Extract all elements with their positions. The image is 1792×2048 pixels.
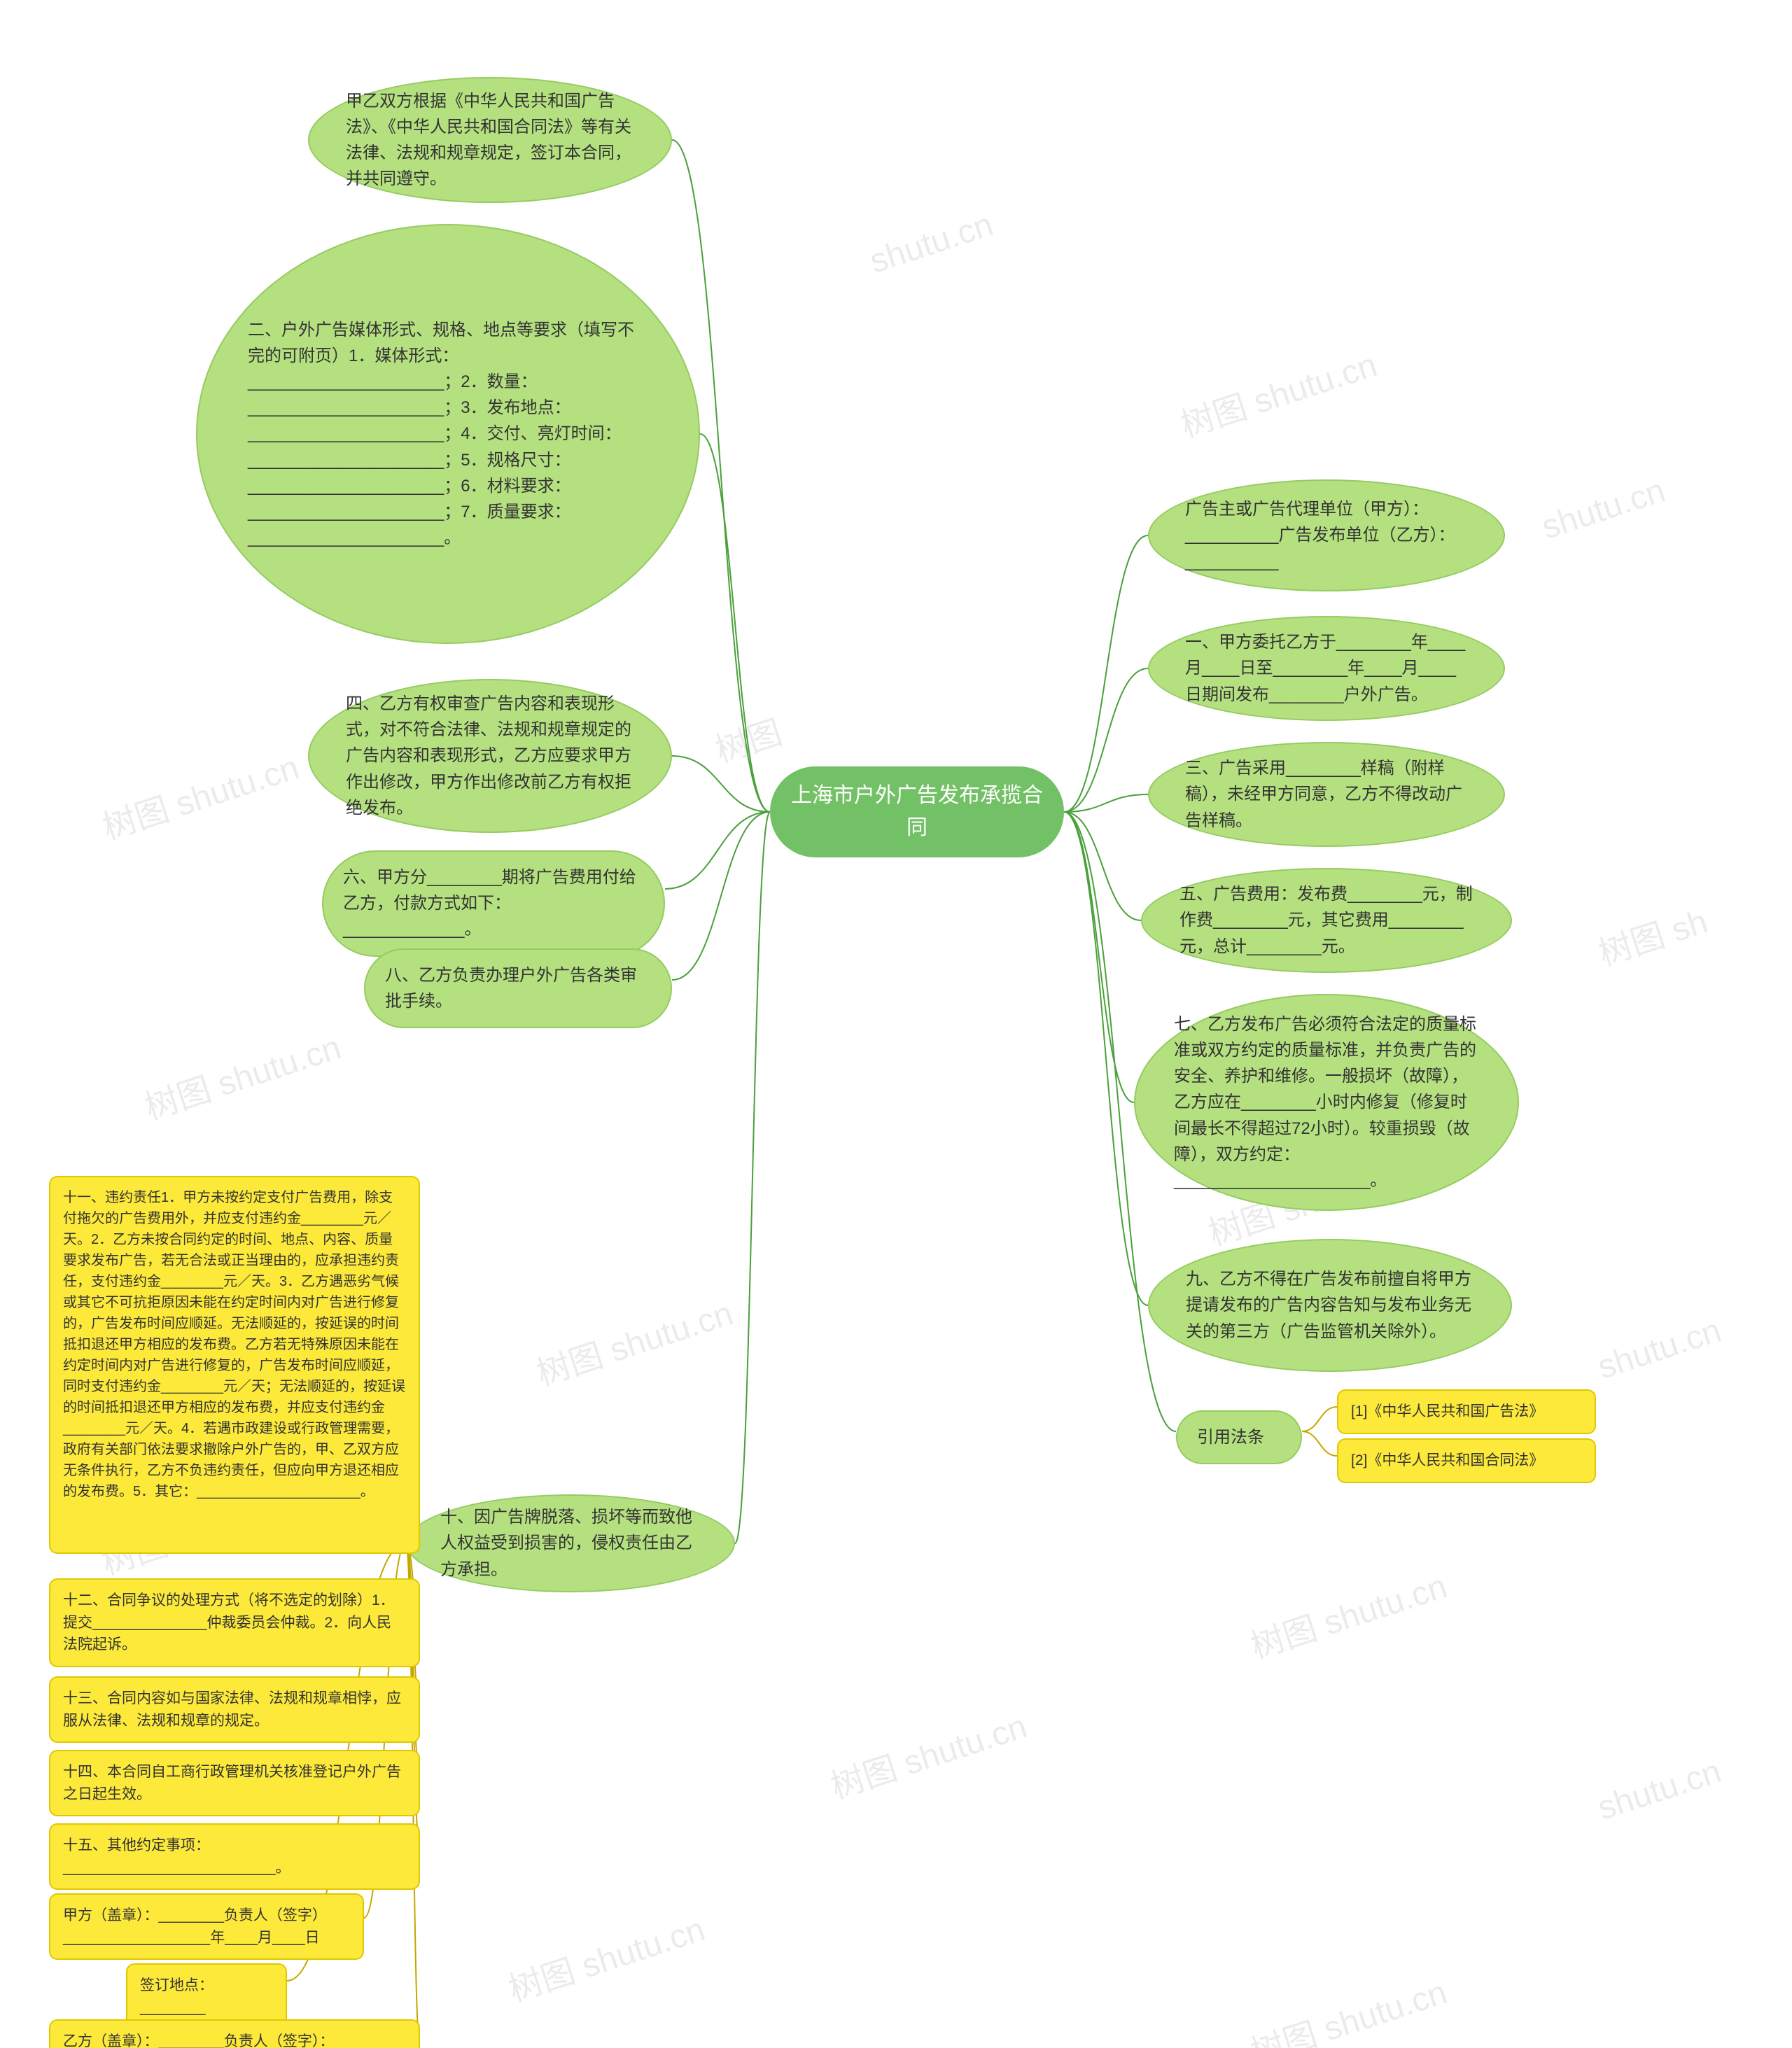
connector bbox=[1064, 812, 1148, 1305]
branch-node: 八、乙方负责办理户外广告各类审批手续。 bbox=[364, 948, 672, 1028]
leaf-node: 十三、合同内容如与国家法律、法规和规章相悖，应服从法律、法规和规章的规定。 bbox=[49, 1676, 420, 1743]
branch-node: 五、广告费用：发布费________元，制作费________元，其它费用___… bbox=[1141, 868, 1512, 973]
branch-node: 引用法条 bbox=[1176, 1410, 1302, 1464]
branch-node: 广告主或广告代理单位（甲方）：__________广告发布单位（乙方）：____… bbox=[1148, 479, 1505, 591]
leaf-node: [1]《中华人民共和国广告法》 bbox=[1337, 1389, 1596, 1434]
leaf-node: 甲方（盖章）：________负责人（签字）__________________… bbox=[49, 1893, 364, 1960]
leaf-node: [2]《中华人民共和国合同法》 bbox=[1337, 1438, 1596, 1483]
branch-node: 六、甲方分________期将广告费用付给乙方，付款方式如下：_________… bbox=[322, 850, 665, 957]
branch-node: 二、户外广告媒体形式、规格、地点等要求（填写不完的可附页）1．媒体形式：____… bbox=[196, 224, 700, 644]
connector bbox=[1064, 668, 1148, 812]
connector bbox=[700, 434, 770, 812]
leaf-node: 十五、其他约定事项：__________________________。 bbox=[49, 1823, 420, 1890]
connector bbox=[735, 812, 770, 1543]
leaf-node: 十四、本合同自工商行政管理机关核准登记户外广告之日起生效。 bbox=[49, 1750, 420, 1816]
connector bbox=[665, 812, 770, 889]
center-node: 上海市户外广告发布承揽合同 bbox=[770, 766, 1064, 857]
connector bbox=[1302, 1431, 1337, 1456]
branch-node: 九、乙方不得在广告发布前擅自将甲方提请发布的广告内容告知与发布业务无关的第三方（… bbox=[1148, 1239, 1512, 1372]
connector bbox=[672, 812, 770, 980]
branch-node: 十、因广告牌脱落、损坏等而致他人权益受到损害的，侵权责任由乙方承担。 bbox=[406, 1494, 735, 1592]
leaf-node: 十一、违约责任1．甲方未按约定支付广告费用，除支付拖欠的广告费用外，并应支付违约… bbox=[49, 1176, 420, 1554]
connector bbox=[1302, 1407, 1337, 1431]
branch-node: 甲乙双方根据《中华人民共和国广告法》、《中华人民共和国合同法》等有关法律、法规和… bbox=[308, 77, 672, 203]
leaf-node: 十二、合同争议的处理方式（将不选定的划除）1．提交______________仲… bbox=[49, 1578, 420, 1667]
branch-node: 七、乙方发布广告必须符合法定的质量标准或双方约定的质量标准，并负责广告的安全、养… bbox=[1134, 994, 1519, 1211]
branch-node: 三、广告采用________样稿（附样稿），未经甲方同意，乙方不得改动广告样稿。 bbox=[1148, 742, 1505, 847]
branch-node: 一、甲方委托乙方于________年____月____日至________年__… bbox=[1148, 616, 1505, 721]
leaf-node: 乙方（盖章）：________负责人（签字）：____________年____… bbox=[49, 2019, 420, 2048]
branch-node: 四、乙方有权审查广告内容和表现形式，对不符合法律、法规和规章规定的广告内容和表现… bbox=[308, 679, 672, 833]
connector bbox=[1064, 812, 1141, 920]
